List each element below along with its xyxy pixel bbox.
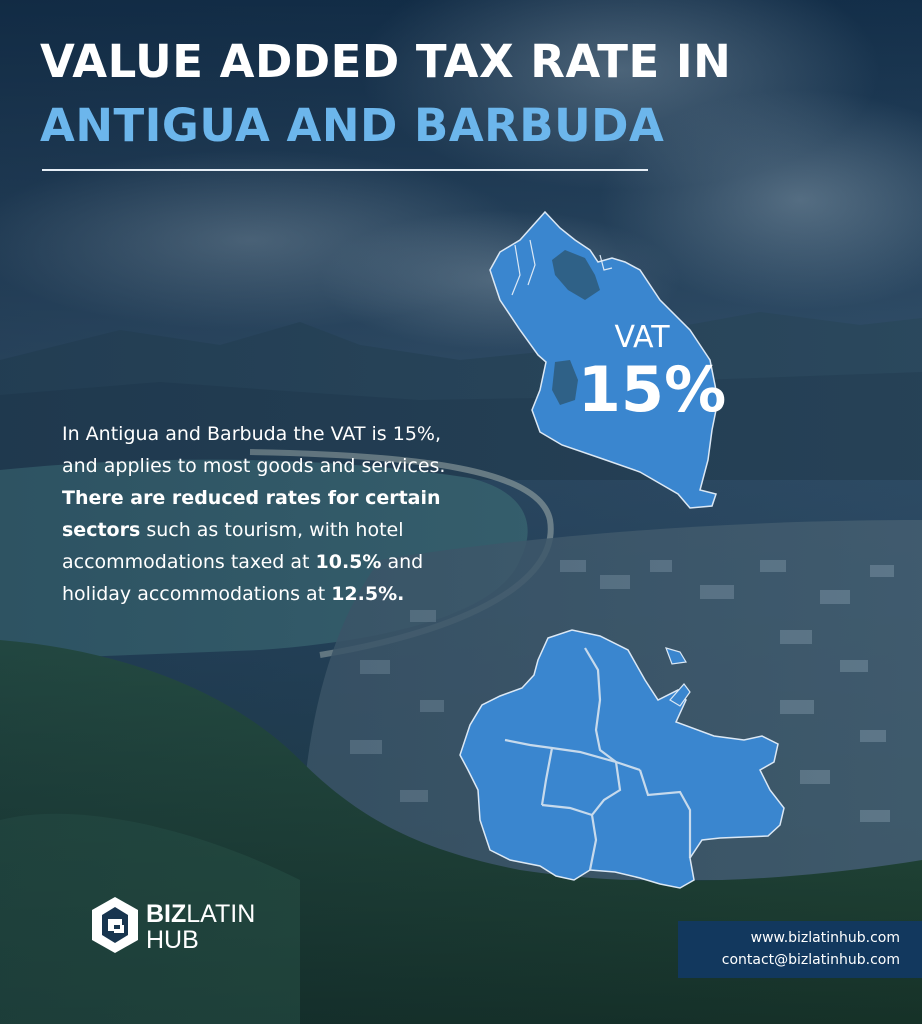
description-text-3: and holiday accommodations at <box>62 551 424 605</box>
description-text-1: In Antigua and Barbuda the VAT is 15%, a… <box>62 423 446 477</box>
barbuda-island-map <box>489 210 719 509</box>
bizlatinhub-logo-icon <box>92 897 138 953</box>
description-text-2: such as tourism, with hotel accommodatio… <box>62 519 404 573</box>
description-bold-reduced-rates: There are reduced rates for certain sect… <box>62 487 441 541</box>
bizlatinhub-logo: BIZLATIN HUB <box>88 895 288 957</box>
vat-description: In Antigua and Barbuda the VAT is 15%, a… <box>62 418 462 610</box>
email-link[interactable]: contact@bizlatinhub.com <box>721 952 900 968</box>
vat-rate-value: 15% <box>577 353 727 426</box>
vat-label: VAT <box>614 320 670 355</box>
title-divider <box>42 169 648 171</box>
logo-text-latin: LATIN <box>186 900 256 928</box>
description-bold-holiday-rate: 12.5%. <box>331 583 405 605</box>
logo-text-bizlatin: BIZLATIN <box>146 900 255 928</box>
logo-text-hub: HUB <box>146 926 199 954</box>
contact-box: www.bizlatinhub.com contact@bizlatinhub.… <box>678 921 922 978</box>
title-line-2: ANTIGUA AND BARBUDA <box>40 99 665 152</box>
description-bold-hotel-rate: 10.5% <box>315 551 382 573</box>
antigua-island-map <box>459 629 785 889</box>
logo-text-biz: BIZ <box>146 900 187 928</box>
website-link[interactable]: www.bizlatinhub.com <box>750 930 900 946</box>
title-line-1: VALUE ADDED TAX RATE IN <box>40 35 732 88</box>
page-title: VALUE ADDED TAX RATE IN ANTIGUA AND BARB… <box>40 30 731 158</box>
